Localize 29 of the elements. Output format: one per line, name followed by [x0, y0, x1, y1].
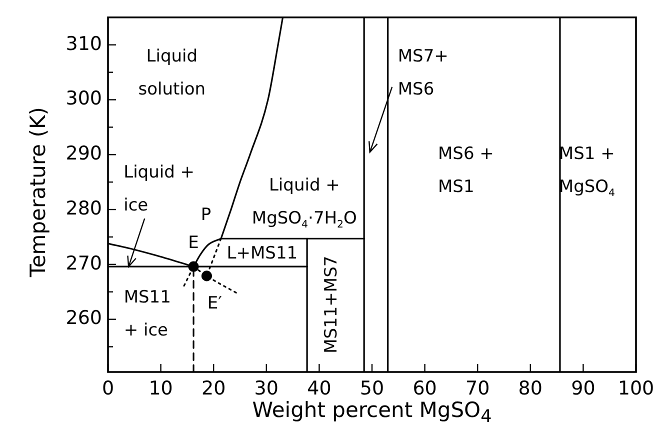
x-tick-label: 40 — [307, 377, 332, 400]
x-tick-label: 70 — [466, 377, 490, 400]
x-tick-label: 30 — [254, 377, 278, 400]
x-tick-label: 20 — [202, 377, 226, 400]
y-tick-label: 310 — [66, 32, 102, 55]
y-tick-label: 300 — [66, 88, 102, 110]
y-tick-label: 280 — [66, 197, 102, 220]
y-tick-label: 270 — [66, 252, 102, 274]
annotation: Liquid + ice — [124, 162, 195, 216]
x-tick-label: 60 — [412, 377, 437, 400]
annotation: P — [200, 205, 212, 226]
x-tick-label: 90 — [571, 377, 596, 400]
x-tick-label: 10 — [148, 377, 173, 400]
x-tick-label: 80 — [518, 377, 542, 400]
annotation: L+MS11 — [226, 244, 298, 264]
x-tick-label: 100 — [618, 377, 654, 400]
annotation: E′ — [207, 293, 222, 314]
x-axis-title: Weight percent MgSO$_{4}$ — [251, 398, 493, 428]
annotation: MS11 + ice — [124, 287, 171, 340]
annotation: MS11+MS7 — [321, 256, 342, 354]
annotation: E — [188, 233, 199, 254]
annotation: MS6 + MS1 — [438, 144, 494, 197]
y-tick-label: 290 — [66, 142, 102, 165]
x-tick-label: 0 — [102, 377, 114, 400]
y-tick-label: 260 — [66, 307, 102, 330]
annotation: Liquid solution — [138, 46, 206, 100]
annotation: MS7+ MS6 — [398, 46, 448, 100]
y-axis-title: Temperature (K) — [26, 106, 50, 280]
x-tick-label: 50 — [360, 377, 384, 400]
